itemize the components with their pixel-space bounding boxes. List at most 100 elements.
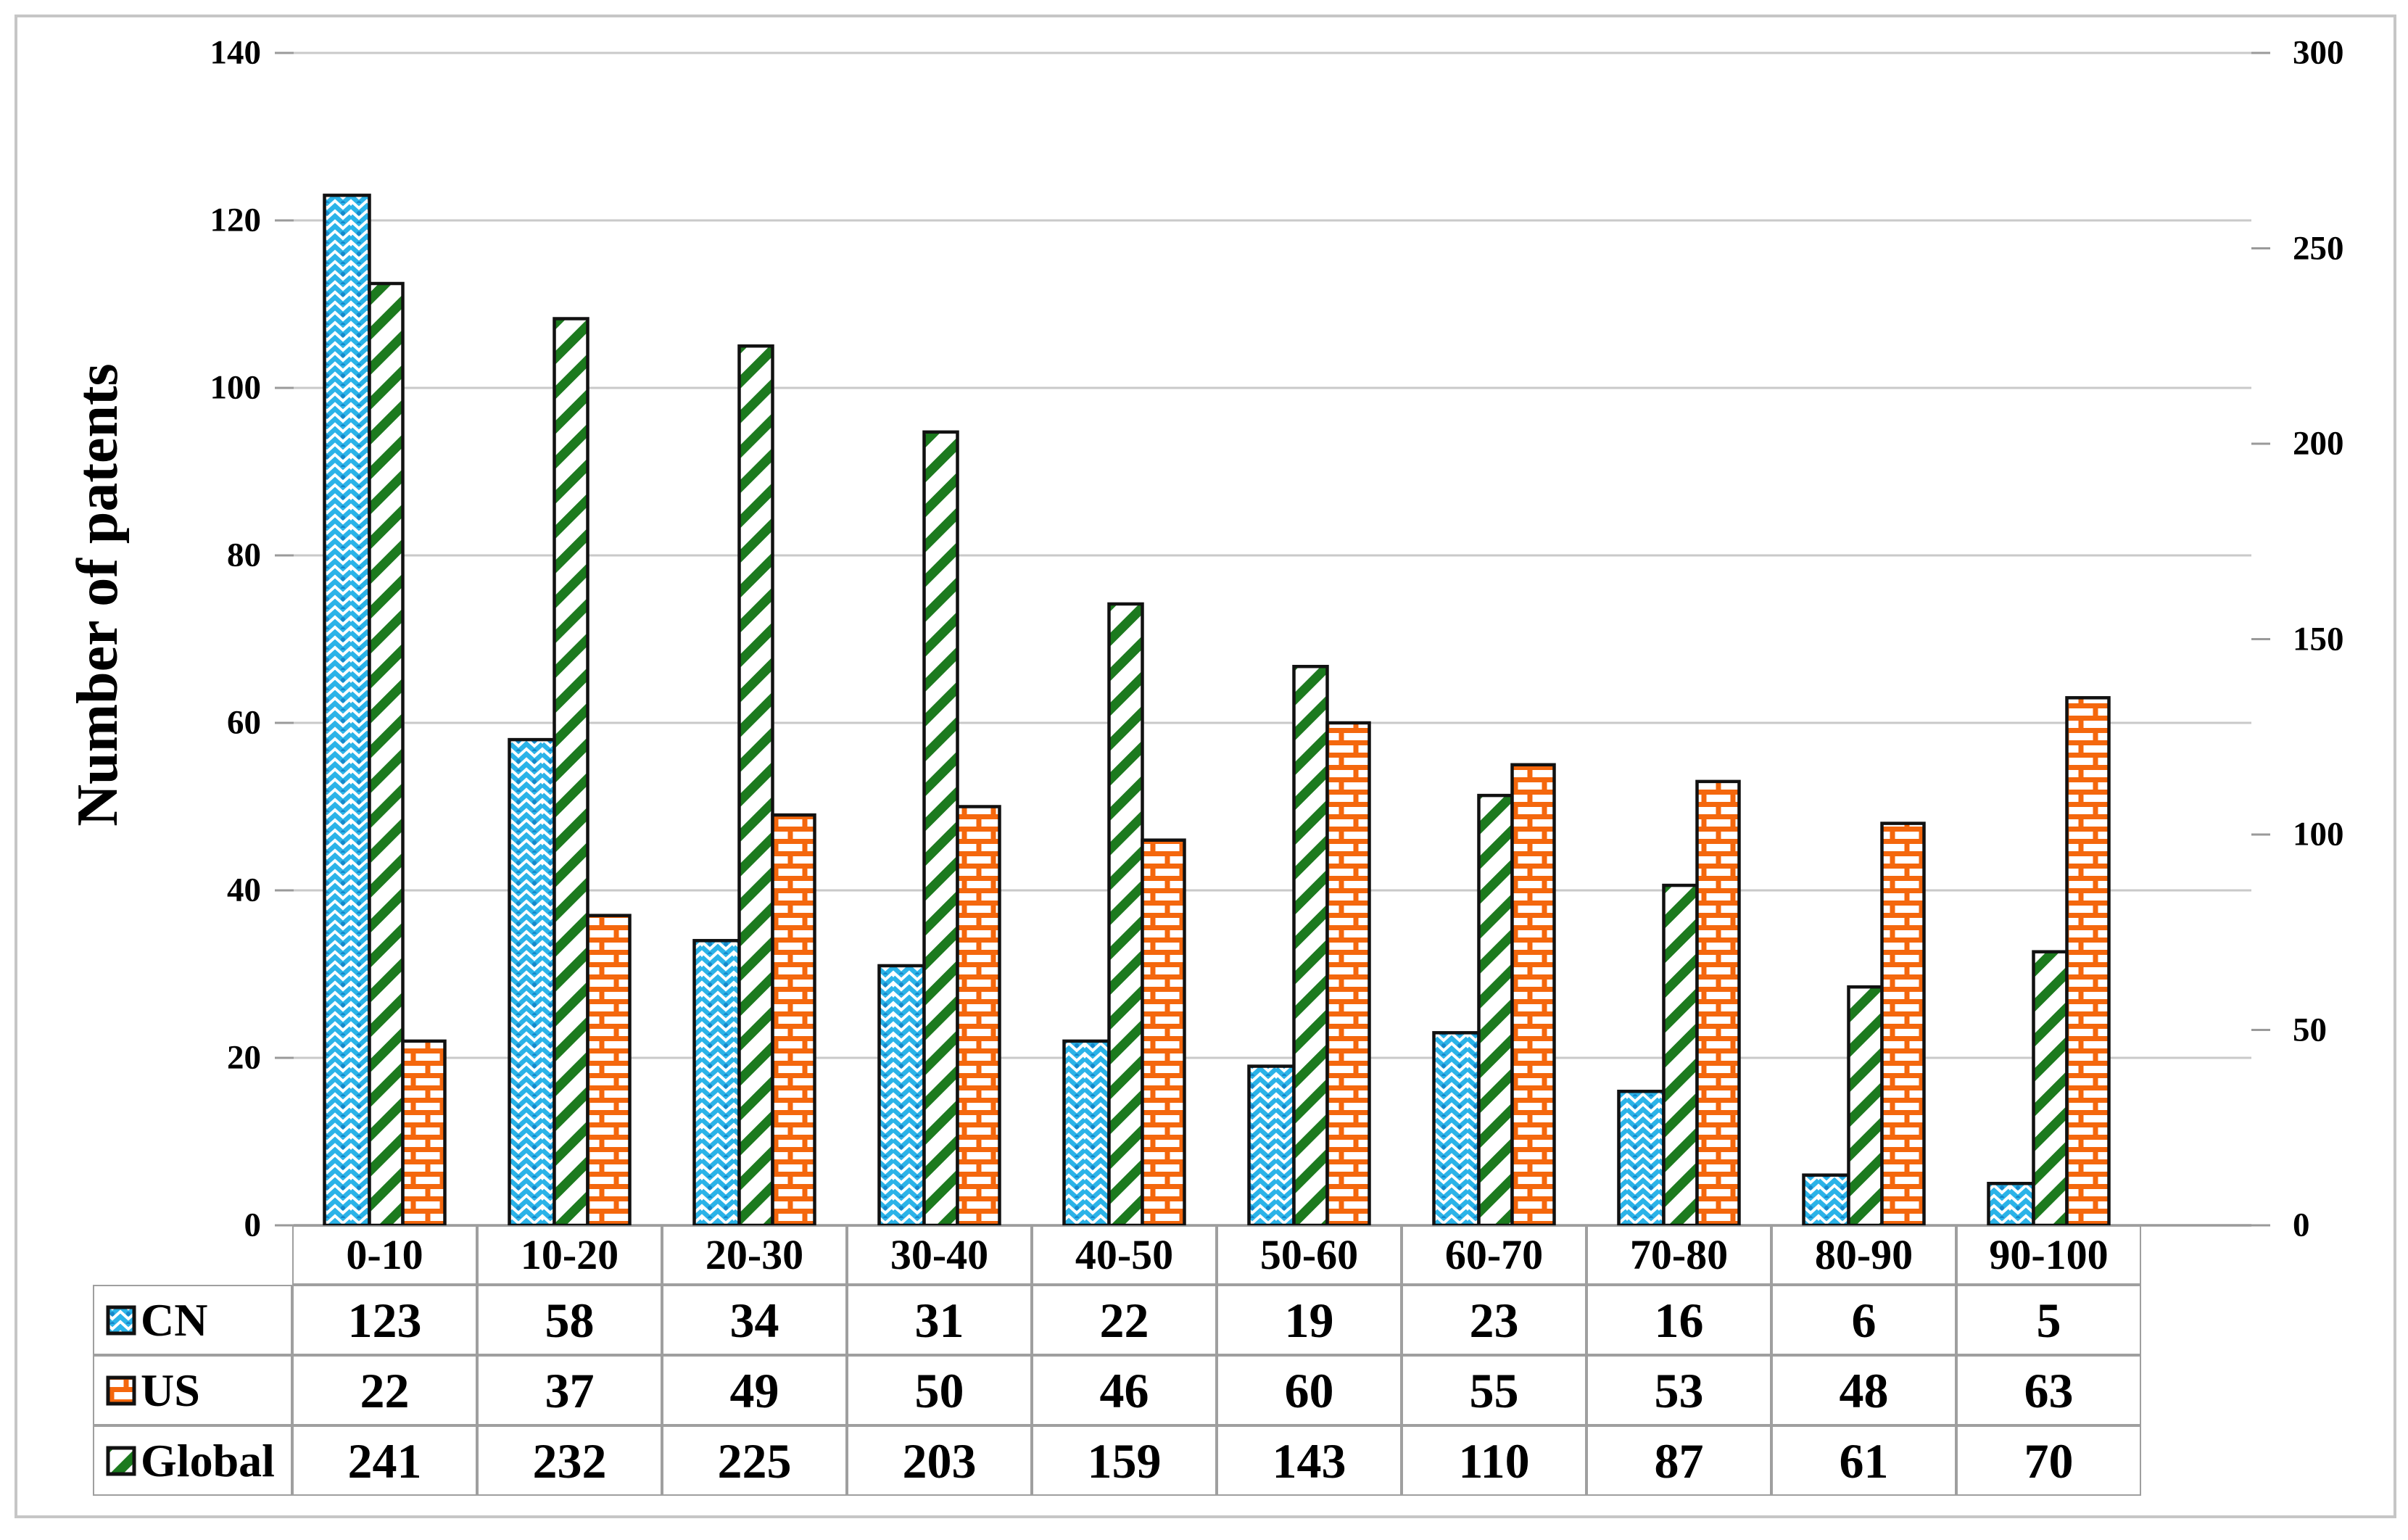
bar-Global-0-10 xyxy=(368,281,405,1228)
bar-CN-80-90 xyxy=(1802,1173,1850,1228)
bar-CN-70-80 xyxy=(1617,1089,1666,1228)
table-value-US-90-100: 63 xyxy=(1956,1355,2141,1425)
table-value-CN-50-60: 19 xyxy=(1217,1285,1402,1355)
bar-US-70-80 xyxy=(1695,779,1741,1228)
legend-cell-CN: CN xyxy=(93,1285,292,1355)
table-value-CN-90-100: 5 xyxy=(1956,1285,2141,1355)
bar-Global-70-80 xyxy=(1662,883,1699,1228)
table-value-Global-30-40: 203 xyxy=(847,1425,1032,1496)
table-value-Global-60-70: 110 xyxy=(1402,1425,1586,1496)
table-value-US-80-90: 48 xyxy=(1771,1355,1956,1425)
table-value-Global-50-60: 143 xyxy=(1217,1425,1402,1496)
bar-CN-10-20 xyxy=(508,737,556,1228)
table-value-Global-90-100: 70 xyxy=(1956,1425,2141,1496)
table-header-40-50: 40-50 xyxy=(1032,1225,1217,1285)
right-axis-tick-label-50: 50 xyxy=(2293,1011,2327,1048)
table-value-Global-40-50: 159 xyxy=(1032,1425,1217,1496)
table-value-US-0-10: 22 xyxy=(292,1355,477,1425)
data-table-legend: 0-10 10-20 20-30 30-40 40-50 50-60 60-70 70-80 8… xyxy=(93,1225,2141,1496)
bar-US-80-90 xyxy=(1880,821,1926,1228)
left-axis-tick-label-140: 140 xyxy=(210,33,262,72)
bar-US-30-40 xyxy=(956,805,1001,1228)
table-value-US-60-70: 55 xyxy=(1402,1355,1586,1425)
table-header-0-10: 0-10 xyxy=(292,1225,477,1285)
right-axis-tick-label-300: 300 xyxy=(2293,33,2344,72)
bar-CN-40-50 xyxy=(1062,1039,1111,1228)
bar-CN-50-60 xyxy=(1247,1064,1296,1228)
table-header-30-40: 30-40 xyxy=(847,1225,1032,1285)
left-axis-tick-label-120: 120 xyxy=(210,201,262,239)
left-axis-title: Number of patents xyxy=(65,363,130,827)
bar-Global-20-30 xyxy=(737,344,774,1228)
left-axis-tick-label-0: 0 xyxy=(244,1206,262,1244)
table-value-US-30-40: 50 xyxy=(847,1355,1032,1425)
left-axis-title-container: Number of patents xyxy=(51,102,145,1088)
bar-US-10-20 xyxy=(586,914,632,1228)
legend-swatch-CN-icon xyxy=(106,1305,136,1335)
table-value-CN-70-80: 16 xyxy=(1586,1285,1771,1355)
bar-Global-30-40 xyxy=(922,430,959,1228)
right-axis-tick-label-0: 0 xyxy=(2293,1206,2310,1244)
bar-US-50-60 xyxy=(1325,721,1371,1228)
legend-label-CN: CN xyxy=(141,1293,208,1346)
table-value-Global-80-90: 61 xyxy=(1771,1425,1956,1496)
table-value-CN-30-40: 31 xyxy=(847,1285,1032,1355)
bar-Global-60-70 xyxy=(1477,793,1514,1228)
bar-CN-20-30 xyxy=(692,939,741,1228)
right-axis-tick-label-150: 150 xyxy=(2293,620,2344,658)
right-axis-tick-label-250: 250 xyxy=(2293,229,2344,267)
table-value-Global-20-30: 225 xyxy=(662,1425,847,1496)
left-axis-tick-label-60: 60 xyxy=(227,703,261,742)
table-value-Global-0-10: 241 xyxy=(292,1425,477,1496)
left-axis-tick-label-100: 100 xyxy=(210,368,262,407)
legend-cell-US: US xyxy=(93,1355,292,1425)
table-value-US-10-20: 37 xyxy=(477,1355,662,1425)
table-header-60-70: 60-70 xyxy=(1402,1225,1586,1285)
legend-swatch-US-icon xyxy=(106,1375,136,1405)
bar-CN-0-10 xyxy=(323,194,371,1228)
table-header-90-100: 90-100 xyxy=(1956,1225,2141,1285)
left-axis-tick-label-80: 80 xyxy=(227,536,261,574)
table-value-CN-40-50: 22 xyxy=(1032,1285,1217,1355)
table-value-CN-60-70: 23 xyxy=(1402,1285,1586,1355)
bar-Global-50-60 xyxy=(1292,664,1329,1228)
bar-US-20-30 xyxy=(771,813,816,1228)
bar-Global-80-90 xyxy=(1847,985,1884,1228)
bar-Global-40-50 xyxy=(1107,602,1144,1228)
bar-CN-60-70 xyxy=(1432,1031,1481,1228)
right-axis-tick-label-100: 100 xyxy=(2293,815,2344,853)
legend-cell-Global: Global xyxy=(93,1425,292,1496)
table-value-US-70-80: 53 xyxy=(1586,1355,1771,1425)
legend-label-US: US xyxy=(141,1364,200,1416)
table-value-CN-10-20: 58 xyxy=(477,1285,662,1355)
bar-Global-10-20 xyxy=(553,317,589,1228)
table-header-20-30: 20-30 xyxy=(662,1225,847,1285)
table-value-CN-0-10: 123 xyxy=(292,1285,477,1355)
table-value-CN-80-90: 6 xyxy=(1771,1285,1956,1355)
table-value-CN-20-30: 34 xyxy=(662,1285,847,1355)
table-header-10-20: 10-20 xyxy=(477,1225,662,1285)
left-axis-tick-label-40: 40 xyxy=(227,871,261,909)
table-value-Global-70-80: 87 xyxy=(1586,1425,1771,1496)
right-axis-tick-label-200: 200 xyxy=(2293,424,2344,463)
table-value-US-20-30: 49 xyxy=(662,1355,847,1425)
table-header-50-60: 50-60 xyxy=(1217,1225,1402,1285)
table-value-US-50-60: 60 xyxy=(1217,1355,1402,1425)
legend-swatch-Global-icon xyxy=(106,1446,136,1475)
bar-Global-90-100 xyxy=(2032,950,2069,1228)
table-value-Global-10-20: 232 xyxy=(477,1425,662,1496)
table-corner-spacer xyxy=(93,1225,292,1285)
bar-CN-90-100 xyxy=(1987,1182,2035,1228)
bar-US-90-100 xyxy=(2065,696,2111,1228)
left-axis-tick-label-20: 20 xyxy=(227,1038,261,1077)
bar-US-40-50 xyxy=(1141,838,1186,1228)
bar-US-0-10 xyxy=(401,1039,447,1228)
bar-US-60-70 xyxy=(1510,763,1556,1228)
table-value-US-40-50: 46 xyxy=(1032,1355,1217,1425)
table-header-80-90: 80-90 xyxy=(1771,1225,1956,1285)
bar-CN-30-40 xyxy=(877,964,926,1228)
legend-label-Global: Global xyxy=(141,1434,275,1486)
table-header-70-80: 70-80 xyxy=(1586,1225,1771,1285)
